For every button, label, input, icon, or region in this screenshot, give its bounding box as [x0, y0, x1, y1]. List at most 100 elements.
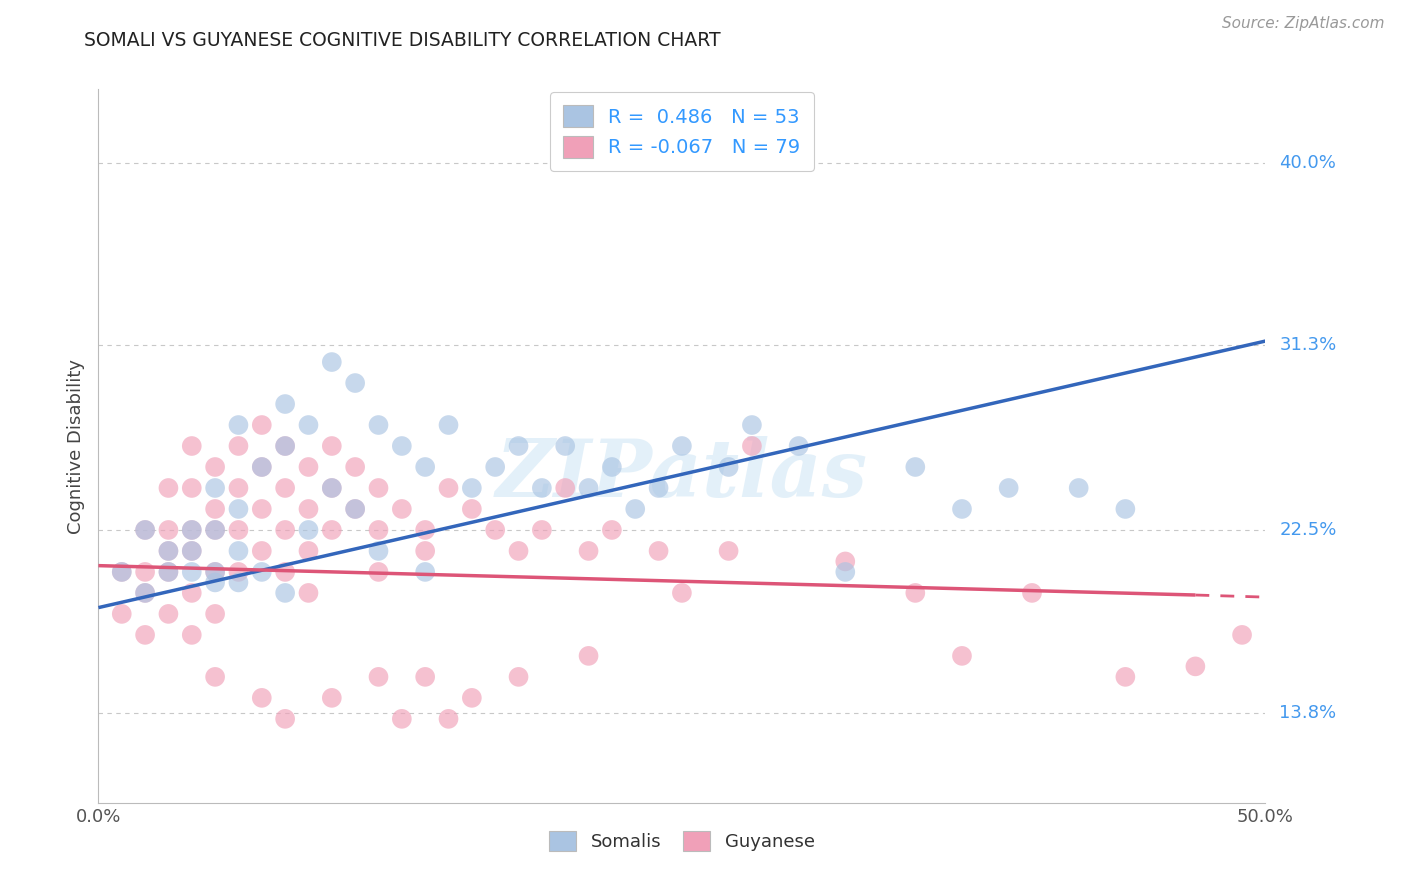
Point — [204, 565, 226, 579]
Point — [180, 523, 202, 537]
Text: SOMALI VS GUYANESE COGNITIVE DISABILITY CORRELATION CHART: SOMALI VS GUYANESE COGNITIVE DISABILITY … — [84, 31, 721, 50]
Point — [134, 586, 156, 600]
Point — [484, 460, 506, 475]
Point — [413, 565, 436, 579]
Point — [413, 544, 436, 558]
Point — [204, 523, 226, 537]
Point — [180, 586, 202, 600]
Point — [274, 712, 297, 726]
Point — [1230, 628, 1253, 642]
Point — [274, 481, 297, 495]
Point — [297, 502, 319, 516]
Point — [1114, 502, 1136, 516]
Point — [134, 586, 156, 600]
Point — [367, 481, 389, 495]
Point — [274, 586, 297, 600]
Point — [204, 565, 226, 579]
Point — [204, 670, 226, 684]
Point — [600, 523, 623, 537]
Point — [274, 439, 297, 453]
Point — [950, 502, 973, 516]
Point — [600, 460, 623, 475]
Point — [717, 460, 740, 475]
Point — [437, 417, 460, 432]
Point — [180, 544, 202, 558]
Point — [134, 523, 156, 537]
Point — [461, 481, 484, 495]
Text: Source: ZipAtlas.com: Source: ZipAtlas.com — [1222, 16, 1385, 31]
Point — [228, 544, 250, 558]
Point — [111, 565, 134, 579]
Y-axis label: Cognitive Disability: Cognitive Disability — [66, 359, 84, 533]
Point — [344, 460, 367, 475]
Point — [134, 565, 156, 579]
Point — [321, 481, 343, 495]
Point — [157, 523, 180, 537]
Point — [530, 523, 553, 537]
Point — [367, 565, 389, 579]
Point — [228, 523, 250, 537]
Point — [624, 502, 647, 516]
Point — [717, 544, 740, 558]
Point — [391, 439, 413, 453]
Point — [297, 544, 319, 558]
Point — [228, 575, 250, 590]
Point — [344, 376, 367, 390]
Point — [1184, 659, 1206, 673]
Point — [1021, 586, 1043, 600]
Point — [228, 439, 250, 453]
Point — [180, 544, 202, 558]
Point — [204, 575, 226, 590]
Point — [904, 586, 927, 600]
Point — [1114, 670, 1136, 684]
Point — [228, 417, 250, 432]
Point — [274, 523, 297, 537]
Point — [157, 565, 180, 579]
Point — [367, 417, 389, 432]
Point — [647, 481, 669, 495]
Point — [367, 670, 389, 684]
Point — [228, 502, 250, 516]
Point — [250, 460, 273, 475]
Point — [180, 565, 202, 579]
Point — [413, 460, 436, 475]
Text: 22.5%: 22.5% — [1279, 521, 1337, 539]
Point — [274, 565, 297, 579]
Point — [250, 690, 273, 705]
Point — [554, 439, 576, 453]
Point — [297, 417, 319, 432]
Point — [484, 523, 506, 537]
Point — [204, 607, 226, 621]
Point — [157, 481, 180, 495]
Point — [578, 481, 600, 495]
Point — [134, 628, 156, 642]
Point — [1067, 481, 1090, 495]
Point — [367, 523, 389, 537]
Point — [157, 565, 180, 579]
Point — [391, 712, 413, 726]
Point — [461, 690, 484, 705]
Point — [111, 565, 134, 579]
Point — [180, 481, 202, 495]
Point — [508, 544, 530, 558]
Point — [671, 586, 693, 600]
Point — [344, 502, 367, 516]
Point — [344, 502, 367, 516]
Point — [508, 670, 530, 684]
Point — [180, 439, 202, 453]
Point — [204, 523, 226, 537]
Point — [578, 648, 600, 663]
Point — [437, 712, 460, 726]
Point — [157, 607, 180, 621]
Point — [250, 565, 273, 579]
Point — [111, 607, 134, 621]
Point — [134, 523, 156, 537]
Point — [204, 481, 226, 495]
Point — [461, 502, 484, 516]
Point — [297, 460, 319, 475]
Point — [554, 481, 576, 495]
Point — [391, 502, 413, 516]
Legend: Somalis, Guyanese: Somalis, Guyanese — [543, 823, 821, 858]
Point — [647, 544, 669, 558]
Point — [367, 544, 389, 558]
